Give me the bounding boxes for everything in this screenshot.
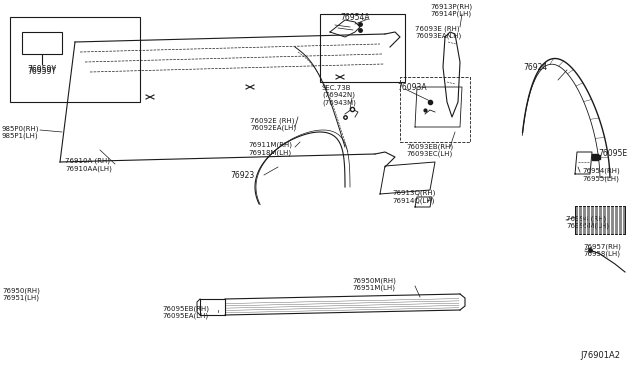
Text: 76994 (RH)
76995M(LH): 76994 (RH) 76995M(LH): [566, 215, 609, 229]
Text: 76924: 76924: [523, 62, 547, 71]
Text: 985P0(RH)
985P1(LH): 985P0(RH) 985P1(LH): [2, 125, 40, 139]
Text: 76092E (RH)
76092EA(LH): 76092E (RH) 76092EA(LH): [250, 117, 296, 131]
Text: 76913P(RH)
76914P(LH): 76913P(RH) 76914P(LH): [430, 3, 472, 17]
Text: 76954(RH)
76955(LH): 76954(RH) 76955(LH): [582, 168, 620, 182]
Text: 76959Y: 76959Y: [27, 65, 56, 74]
Text: 76950(RH)
76951(LH): 76950(RH) 76951(LH): [2, 287, 40, 301]
Bar: [320, 14, 405, 82]
Text: 76093EB(RH)
76093EC(LH): 76093EB(RH) 76093EC(LH): [406, 143, 453, 157]
Text: 76957(RH)
76958(LH): 76957(RH) 76958(LH): [583, 243, 621, 257]
Text: 76954A: 76954A: [340, 13, 370, 22]
Text: 76959Y: 76959Y: [27, 67, 56, 77]
Text: 76095E: 76095E: [598, 150, 627, 158]
Text: 76913Q(RH)
76914Q(LH): 76913Q(RH) 76914Q(LH): [392, 190, 435, 204]
Text: J76901A2: J76901A2: [580, 351, 620, 360]
Text: 76911M(RH)
76918M(LH): 76911M(RH) 76918M(LH): [248, 142, 292, 156]
Text: SEC.73B
(76942N)
(76943M): SEC.73B (76942N) (76943M): [322, 84, 356, 106]
Text: 76950M(RH)
76951M(LH): 76950M(RH) 76951M(LH): [352, 277, 396, 291]
Bar: [22, 32, 62, 54]
Bar: [10, 17, 140, 102]
Text: 76093A: 76093A: [397, 83, 427, 92]
Text: 76095EB(RH)
76095EA(LH): 76095EB(RH) 76095EA(LH): [162, 305, 209, 319]
Bar: [575, 206, 625, 234]
Text: 76923: 76923: [230, 170, 254, 180]
Text: 76093E (RH)
76093EA(LH): 76093E (RH) 76093EA(LH): [415, 25, 461, 39]
Text: 76910A (RH)
76910AA(LH): 76910A (RH) 76910AA(LH): [65, 158, 112, 172]
